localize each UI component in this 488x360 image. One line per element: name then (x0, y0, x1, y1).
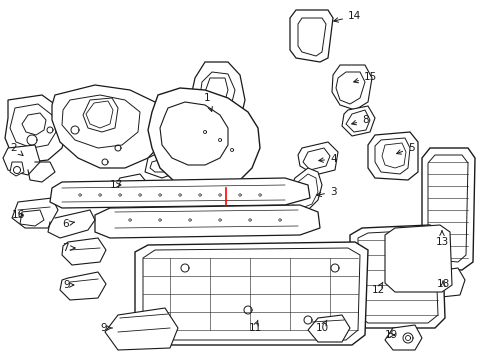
Text: 11: 11 (248, 320, 261, 333)
Polygon shape (20, 210, 44, 226)
Text: 16: 16 (12, 210, 25, 220)
Polygon shape (22, 113, 46, 135)
Polygon shape (86, 101, 113, 128)
Polygon shape (95, 205, 319, 238)
Text: 2: 2 (11, 143, 23, 156)
Text: 6: 6 (62, 219, 74, 229)
Polygon shape (115, 174, 148, 196)
Polygon shape (289, 10, 332, 62)
Polygon shape (60, 272, 106, 300)
Polygon shape (3, 145, 40, 175)
Text: 3: 3 (316, 187, 336, 197)
Text: 8: 8 (351, 115, 368, 125)
Polygon shape (367, 132, 417, 180)
Polygon shape (198, 72, 235, 132)
Text: 9: 9 (63, 280, 74, 290)
Polygon shape (52, 85, 168, 168)
Polygon shape (346, 110, 369, 132)
Text: 15: 15 (353, 72, 376, 83)
Polygon shape (5, 95, 68, 162)
Polygon shape (135, 242, 367, 345)
Polygon shape (421, 148, 474, 270)
Polygon shape (341, 106, 374, 136)
Text: 4: 4 (318, 154, 336, 164)
Text: 7: 7 (62, 243, 75, 253)
Text: 18: 18 (435, 279, 448, 289)
Polygon shape (331, 65, 371, 110)
Polygon shape (83, 98, 118, 132)
Polygon shape (187, 62, 244, 152)
Polygon shape (297, 142, 337, 175)
Polygon shape (427, 155, 467, 262)
Text: 14: 14 (333, 11, 361, 22)
Text: 5: 5 (396, 143, 414, 154)
Polygon shape (384, 325, 421, 350)
Text: 10: 10 (315, 320, 328, 333)
Polygon shape (303, 148, 329, 170)
Text: 9: 9 (100, 323, 112, 333)
Polygon shape (384, 225, 451, 292)
Polygon shape (145, 148, 180, 178)
Polygon shape (349, 225, 444, 328)
Polygon shape (150, 158, 170, 172)
Text: 17: 17 (110, 180, 123, 190)
Polygon shape (287, 168, 321, 212)
Polygon shape (12, 198, 58, 228)
Polygon shape (105, 308, 178, 350)
Polygon shape (357, 230, 437, 323)
Polygon shape (374, 138, 409, 174)
Polygon shape (381, 143, 405, 168)
Polygon shape (50, 178, 309, 208)
Polygon shape (423, 268, 464, 298)
Polygon shape (148, 88, 260, 190)
Polygon shape (307, 315, 349, 342)
Polygon shape (10, 104, 56, 148)
Polygon shape (62, 238, 106, 265)
Text: 12: 12 (370, 282, 384, 295)
Polygon shape (142, 248, 359, 340)
Polygon shape (62, 95, 140, 148)
Text: 13: 13 (434, 231, 447, 247)
Polygon shape (335, 72, 364, 104)
Text: 1: 1 (203, 93, 212, 111)
Polygon shape (204, 78, 227, 104)
Polygon shape (297, 18, 325, 56)
Text: 19: 19 (384, 330, 397, 340)
Polygon shape (10, 162, 24, 176)
Polygon shape (160, 102, 227, 165)
